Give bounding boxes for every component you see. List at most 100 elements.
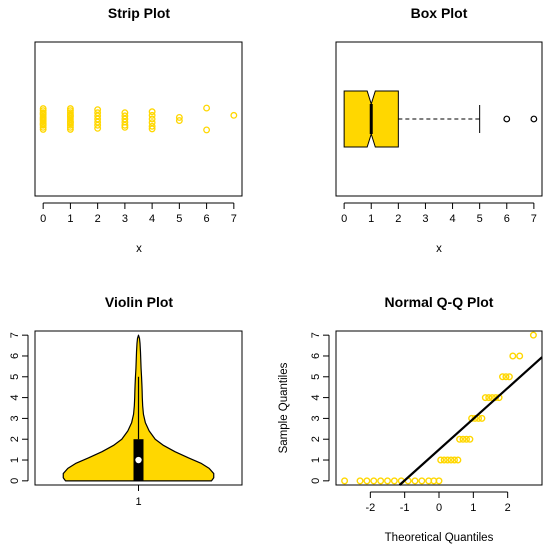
qq-plot-x-tick-label: 0: [436, 502, 442, 514]
qq-point: [384, 477, 392, 485]
box-outlier: [503, 115, 511, 123]
strip-point: [148, 115, 156, 123]
strip-point: [66, 125, 74, 133]
qq-plot-y-tick-label: 3: [310, 415, 322, 421]
qq-plot-panel: Normal Q-Q Plot -2 -1 0 1 2 0 1 2 3 4 5 6 7 Theoret…: [278, 294, 543, 544]
qq-point: [447, 456, 455, 464]
strip-point: [39, 120, 47, 128]
violin-median: [135, 456, 142, 464]
box-plot-marks: [343, 90, 538, 148]
qq-plot-x-tick-label: -1: [400, 502, 410, 514]
qq-point: [478, 414, 486, 422]
qq-point: [341, 477, 349, 485]
qq-point: [390, 477, 398, 485]
strip-plot-panel: Strip Plot 0 1 2 3 4 5 6 7 x: [34, 5, 243, 255]
qq-point: [502, 373, 510, 381]
strip-point: [203, 126, 211, 134]
strip-point: [121, 121, 129, 129]
qq-plot-points: [341, 331, 537, 485]
strip-plot-x-tick-label: 1: [67, 213, 73, 225]
qq-plot-frame: [335, 330, 543, 486]
box-plot-x-axis: 0 1 2 3 4 5 6 7: [341, 202, 537, 225]
box-plot-x-tick-label: 5: [477, 213, 483, 225]
violin-plot-y-tick-label: 2: [9, 436, 21, 442]
qq-plot-x-tick-label: -2: [365, 502, 375, 514]
strip-point: [94, 124, 102, 132]
box-plot-title: Box Plot: [411, 5, 468, 21]
qq-point: [481, 394, 489, 402]
violin-plot-x-axis: 1: [135, 485, 142, 508]
qq-point: [485, 394, 493, 402]
qq-point: [435, 477, 443, 485]
qq-point: [440, 456, 448, 464]
violin-plot-y-axis: 0 1 2 3 4 5 6 7: [9, 332, 29, 484]
violin-plot-panel: Violin Plot 0 1 2 3 4 5 6 7 1: [9, 294, 243, 508]
strip-plot-points: [39, 104, 238, 134]
qq-point: [499, 373, 507, 381]
strip-point: [148, 111, 156, 119]
strip-plot-frame: [34, 41, 243, 197]
strip-plot-title: Strip Plot: [108, 5, 171, 21]
strip-point: [94, 121, 102, 129]
qq-point: [444, 456, 452, 464]
qq-plot-y-tick-label: 7: [310, 332, 322, 338]
strip-plot-x-tick-label: 3: [122, 213, 128, 225]
strip-point: [66, 105, 74, 113]
box-plot-x-tick-label: 3: [422, 213, 428, 225]
qq-plot-y-tick-label: 1: [310, 457, 322, 463]
qq-plot-y-axis: 0 1 2 3 4 5 6 7: [310, 332, 330, 484]
qq-plot-x-axis: -2 -1 0 1 2: [365, 491, 511, 514]
strip-point: [175, 117, 183, 125]
box-outlier: [530, 115, 538, 123]
qq-plot-title: Normal Q-Q Plot: [385, 294, 494, 310]
strip-plot-x-tick-label: 7: [231, 213, 237, 225]
violin-plot-y-tick-label: 3: [9, 415, 21, 421]
qq-point: [450, 456, 458, 464]
strip-plot-x-tick-label: 0: [40, 213, 46, 225]
qq-point: [505, 373, 513, 381]
strip-point: [121, 112, 129, 120]
strip-point: [39, 123, 47, 131]
qq-point: [411, 477, 419, 485]
qq-point: [456, 435, 464, 443]
strip-point: [121, 123, 129, 131]
qq-reference-line: [398, 356, 543, 486]
strip-point: [148, 125, 156, 133]
box-plot-x-tick-label: 4: [449, 213, 455, 225]
qq-plot-y-tick-label: 2: [310, 436, 322, 442]
violin-plot-y-tick-label: 7: [9, 332, 21, 338]
box-plot-x-tick-label: 1: [368, 213, 374, 225]
qq-point: [370, 477, 378, 485]
violin-plot-x-tick-label: 1: [135, 496, 141, 508]
qq-plot-y-tick-label: 6: [310, 353, 322, 359]
strip-plot-x-label: x: [136, 243, 142, 255]
violin-plot-y-tick-label: 1: [9, 457, 21, 463]
strip-plot-x-tick-label: 5: [176, 213, 182, 225]
box-plot-x-tick-label: 0: [341, 213, 347, 225]
violin-plot-marks: [62, 334, 215, 482]
qq-point: [466, 435, 474, 443]
box-plot-frame: [335, 41, 543, 197]
strip-point: [39, 107, 47, 115]
strip-point: [39, 110, 47, 118]
strip-point: [175, 113, 183, 121]
qq-point: [454, 456, 462, 464]
qq-plot-y-tick-label: 4: [310, 395, 322, 401]
qq-plot-y-tick-label: 5: [310, 374, 322, 380]
qq-plot-x-label: Theoretical Quantiles: [385, 532, 494, 544]
qq-plot-x-tick-label: 1: [470, 502, 476, 514]
box-plot-x-tick-label: 2: [395, 213, 401, 225]
qq-point: [516, 352, 524, 360]
qq-point: [377, 477, 385, 485]
strip-point: [66, 121, 74, 129]
strip-plot-x-tick-label: 4: [149, 213, 155, 225]
strip-point: [94, 109, 102, 117]
strip-point: [94, 106, 102, 114]
strip-plot-x-tick-label: 6: [204, 213, 210, 225]
strip-point: [148, 108, 156, 116]
box-plot-x-tick-label: 6: [504, 213, 510, 225]
strip-point: [66, 109, 74, 117]
strip-point: [148, 122, 156, 130]
qq-point: [418, 477, 426, 485]
